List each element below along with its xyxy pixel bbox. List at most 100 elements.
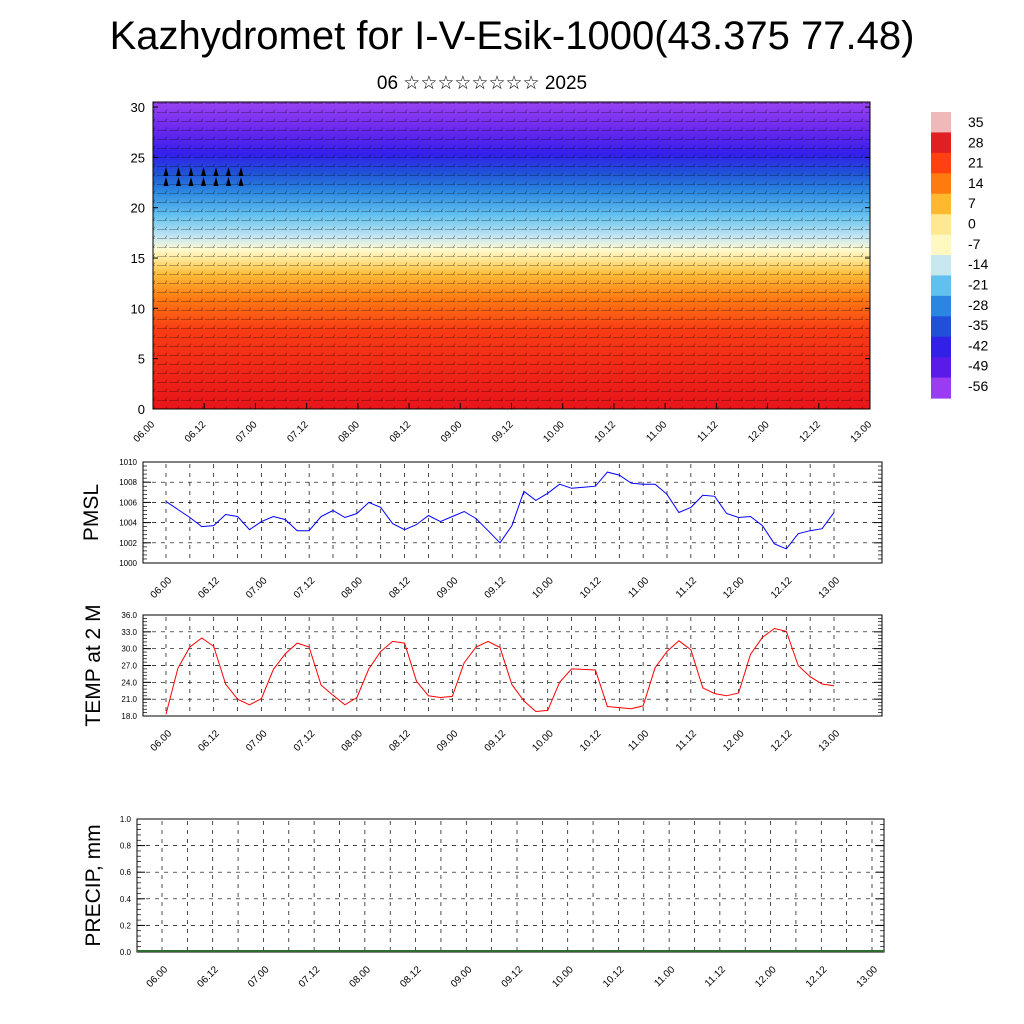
y-tick-label: 0.6	[120, 868, 132, 877]
x-tick-label: 09.00	[435, 728, 461, 754]
colorbar-label: -56	[968, 378, 988, 394]
y-tick-label: 24.0	[121, 678, 137, 687]
wind-arrow-marker	[163, 167, 169, 176]
page-subtitle: 06 ☆☆☆☆☆☆☆☆ 2025	[376, 73, 588, 94]
x-tick-label: 13.00	[855, 964, 881, 990]
y-tick-label: 27.0	[121, 662, 137, 671]
x-tick-label: 12.00	[721, 728, 747, 754]
wind-arrow-marker	[226, 167, 231, 176]
heatmap-x-tick-label: 06.00	[132, 419, 158, 445]
colorbar-cell	[931, 377, 951, 399]
heatmap-x-tick-label: 10.12	[593, 419, 619, 445]
colorbar-cell	[931, 234, 951, 256]
x-tick-label: 06.00	[149, 728, 175, 754]
wind-arrow-marker	[201, 167, 206, 176]
x-tick-label: 10.00	[530, 728, 556, 754]
x-tick-label: 07.12	[297, 964, 323, 990]
x-tick-label: 12.12	[804, 964, 830, 990]
wind-arrow-marker	[213, 167, 219, 176]
y-axis-title: PMSL	[80, 484, 103, 541]
x-tick-label: 06.12	[195, 964, 221, 990]
colorbar-cell	[931, 316, 951, 338]
x-tick-label: 13.00	[817, 575, 843, 601]
x-tick-label: 13.00	[817, 728, 843, 754]
colorbar-label: -21	[968, 276, 988, 292]
x-tick-label: 12.12	[769, 728, 795, 754]
series-line	[165, 471, 835, 550]
y-tick-label: 21.0	[121, 695, 137, 704]
wind-arrow-marker	[163, 177, 169, 186]
series-line	[165, 627, 835, 715]
heatmap-y-axis: 0 5 10 15 20 25 30	[131, 100, 870, 417]
wind-arrow-marker	[188, 177, 194, 186]
panel-frame	[136, 818, 885, 953]
y-tick-label: 1000	[119, 559, 137, 568]
colorbar-cell	[931, 152, 951, 174]
colorbar-cell	[931, 295, 951, 317]
wind-barbs-overlay	[153, 102, 870, 409]
heatmap-y-tick-label: 5	[138, 352, 145, 367]
heatmap-x-tick-label: 13.00	[849, 419, 875, 445]
x-tick-label: 12.00	[753, 964, 779, 990]
y-tick-label: 0.2	[120, 921, 132, 930]
x-tick-label: 07.00	[246, 964, 272, 990]
colorbar-label: -42	[968, 337, 988, 353]
x-tick-label: 10.12	[601, 964, 627, 990]
heatmap-y-tick-label: 15	[131, 251, 145, 266]
x-tick-label: 11.12	[674, 575, 699, 600]
wind-arrow-marker	[188, 167, 194, 176]
page-title: Kazhydromet for I-V-Esik-1000(43.375 77.…	[109, 14, 915, 58]
heatmap-x-tick-label: 11.00	[644, 419, 669, 444]
heatmap-x-tick-label: 12.12	[797, 419, 823, 445]
wind-arrow-marker	[226, 177, 231, 186]
x-tick-label: 11.12	[703, 964, 728, 989]
y-tick-label: 30.0	[121, 645, 137, 654]
y-axis-title: PRECIP, mm	[82, 824, 105, 946]
colorbar-label: -49	[968, 358, 988, 374]
heatmap-y-tick-label: 25	[131, 150, 145, 165]
x-tick-label: 11.00	[652, 964, 677, 989]
heatmap-x-tick-label: 11.12	[696, 419, 721, 444]
wind-arrow-marker	[213, 177, 219, 186]
x-tick-label: 10.00	[530, 575, 556, 601]
y-tick-label: 0.4	[120, 895, 132, 904]
y-tick-label: 1010	[119, 458, 137, 467]
temp-panel: 18.0 21.0 24.0 27.0 30.0 33.0 36.0 TEMP at 2 M 0…	[82, 604, 883, 754]
colorbar-cell	[931, 173, 951, 195]
heatmap-x-tick-label: 08.12	[388, 419, 414, 445]
x-tick-label: 10.00	[550, 964, 576, 990]
heatmap-x-tick-label: 09.00	[439, 419, 465, 445]
heatmap-x-tick-label: 07.12	[285, 419, 311, 445]
colorbar-cell	[931, 214, 951, 236]
colorbar-label: -7	[968, 236, 981, 252]
x-tick-label: 11.00	[626, 728, 651, 753]
x-tick-label: 12.12	[769, 575, 795, 601]
x-tick-label: 08.00	[348, 964, 374, 990]
x-tick-label: 11.00	[626, 575, 651, 600]
colorbar-label: 0	[968, 216, 976, 232]
wind-arrow-markers	[163, 167, 244, 186]
x-tick-label: 08.00	[340, 575, 366, 601]
heatmap-y-tick-label: 0	[138, 402, 145, 417]
cross-section-heatmap: 0 5 10 15 20 25 30 06.00 06.12 07.00 07.12 08.00 08…	[131, 100, 875, 445]
colorbar-label: -35	[968, 317, 988, 333]
x-tick-label: 08.12	[387, 575, 413, 601]
x-tick-label: 06.12	[196, 728, 222, 754]
heatmap-x-tick-label: 10.00	[541, 419, 567, 445]
y-tick-label: 1008	[119, 478, 137, 487]
y-axis-title: TEMP at 2 M	[82, 604, 105, 726]
colorbar-cell	[931, 336, 951, 358]
x-tick-label: 09.12	[483, 728, 509, 754]
x-tick-label: 09.00	[435, 575, 461, 601]
y-tick-label: 0.8	[120, 842, 132, 851]
x-tick-label: 09.12	[483, 575, 509, 601]
x-tick-label: 08.00	[340, 728, 366, 754]
colorbar-label: -14	[968, 256, 988, 272]
colorbar-label: 14	[968, 175, 984, 191]
x-tick-label: 06.00	[145, 964, 171, 990]
wind-arrow-marker	[201, 177, 206, 186]
heatmap-x-tick-label: 06.12	[183, 419, 209, 445]
y-tick-label: 1.0	[120, 815, 132, 824]
x-tick-label: 09.00	[449, 964, 475, 990]
